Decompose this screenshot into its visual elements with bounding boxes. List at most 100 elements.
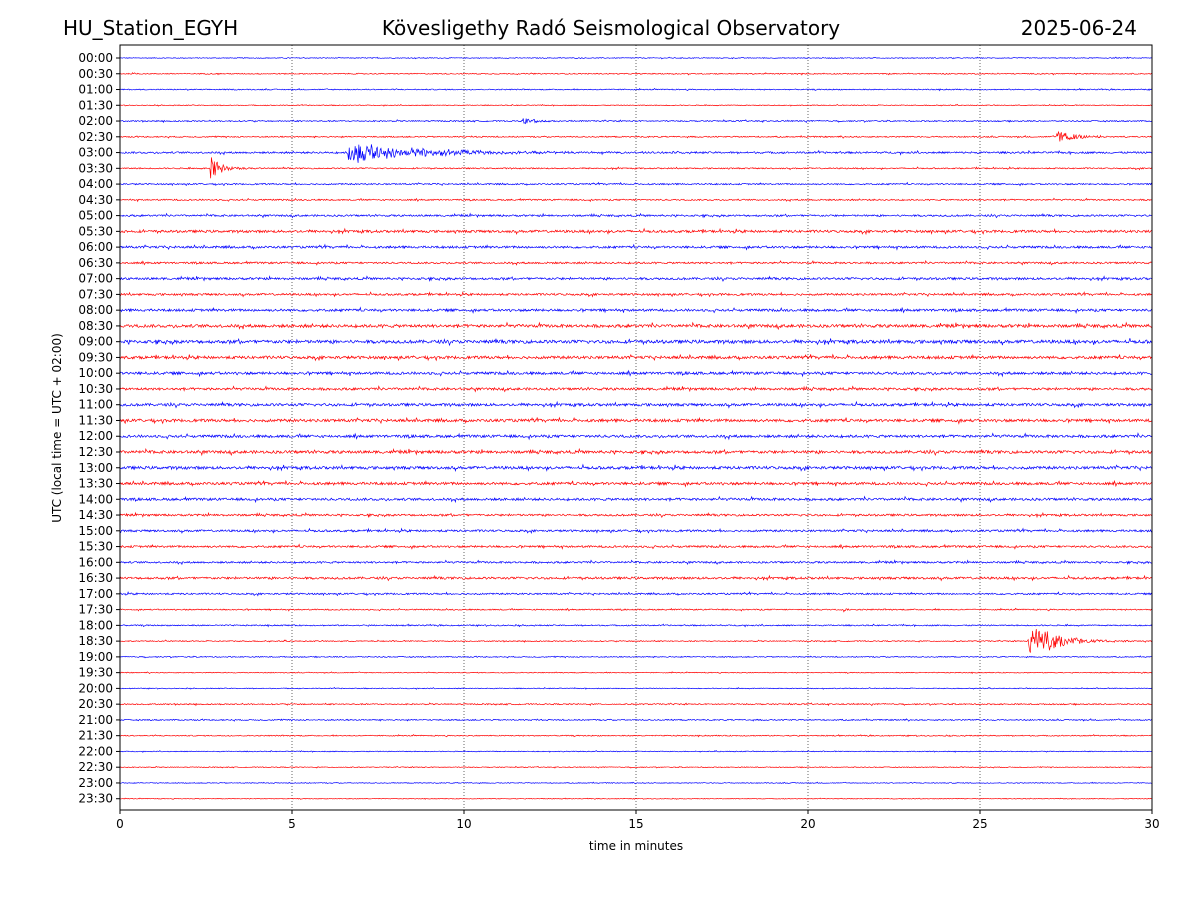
trace-line xyxy=(119,463,1153,473)
y-tick-label: 21:30 xyxy=(78,729,113,743)
trace-line xyxy=(119,338,1153,347)
y-tick-label: 13:00 xyxy=(78,461,113,475)
y-tick-label: 14:00 xyxy=(78,492,113,506)
y-tick-label: 13:30 xyxy=(78,477,113,491)
trace-line xyxy=(119,197,1153,203)
y-tick-label: 18:00 xyxy=(78,618,113,632)
y-tick-label: 11:30 xyxy=(78,413,113,427)
trace-line xyxy=(119,655,1153,659)
trace-line xyxy=(119,623,1153,628)
trace-line xyxy=(119,797,1153,800)
x-tick-label: 10 xyxy=(456,817,471,831)
trace-line xyxy=(119,321,1153,331)
trace-line xyxy=(119,260,1153,266)
trace-line xyxy=(119,479,1153,488)
trace-line xyxy=(119,671,1153,675)
trace-line xyxy=(119,130,1153,142)
y-tick-label: 04:00 xyxy=(78,177,113,191)
y-tick-label: 20:30 xyxy=(78,697,113,711)
y-tick-label: 22:30 xyxy=(78,760,113,774)
date-title: 2025-06-24 xyxy=(1021,16,1137,40)
trace-line xyxy=(119,734,1153,738)
trace-line xyxy=(120,103,1153,107)
y-tick-label: 20:00 xyxy=(78,681,113,695)
y-tick-label: 10:30 xyxy=(78,382,113,396)
y-tick-label: 04:30 xyxy=(78,193,113,207)
trace-line xyxy=(119,559,1153,566)
trace-line xyxy=(119,227,1153,236)
trace-line xyxy=(119,353,1153,362)
trace-line xyxy=(119,447,1153,457)
y-tick-label: 07:30 xyxy=(78,287,113,301)
y-tick-label: 19:30 xyxy=(78,666,113,680)
y-tick-label: 12:00 xyxy=(78,429,113,443)
y-tick-label: 10:00 xyxy=(78,366,113,380)
trace-line xyxy=(119,702,1152,707)
trace-line xyxy=(119,432,1153,441)
trace-line xyxy=(119,628,1153,653)
plot-frame xyxy=(119,44,1153,811)
y-tick-label: 09:30 xyxy=(78,350,113,364)
seismic-traces xyxy=(119,56,1153,800)
y-tick-label: 15:30 xyxy=(78,540,113,554)
y-tick-label: 03:30 xyxy=(78,161,113,175)
trace-line xyxy=(119,511,1153,519)
trace-line xyxy=(119,687,1153,690)
y-tick-label: 23:30 xyxy=(78,792,113,806)
y-tick-label: 21:00 xyxy=(78,713,113,727)
trace-line xyxy=(119,87,1153,92)
y-tick-label: 16:30 xyxy=(78,571,113,585)
y-tick-label: 17:00 xyxy=(78,587,113,601)
y-tick-label: 00:30 xyxy=(78,67,113,81)
y-tick-label: 02:00 xyxy=(78,114,113,128)
y-tick-label: 08:30 xyxy=(78,319,113,333)
trace-line xyxy=(119,543,1153,550)
y-tick-label: 19:00 xyxy=(78,650,113,664)
trace-line xyxy=(119,400,1153,409)
y-tick-label: 09:00 xyxy=(78,335,113,349)
x-tick-label: 0 xyxy=(116,817,124,831)
y-tick-label: 02:30 xyxy=(78,130,113,144)
trace-line xyxy=(119,527,1153,535)
y-tick-label: 03:00 xyxy=(78,146,113,160)
trace-line xyxy=(119,275,1153,282)
x-axis-label: time in minutes xyxy=(589,839,683,853)
trace-line xyxy=(119,72,1153,76)
trace-line xyxy=(119,118,1153,125)
trace-line xyxy=(119,212,1153,219)
y-tick-label: 01:30 xyxy=(78,98,113,112)
y-tick-label: 00:00 xyxy=(78,51,113,65)
y-tick-label: 05:00 xyxy=(78,209,113,223)
x-tick-label: 25 xyxy=(972,817,987,831)
trace-line xyxy=(119,607,1153,613)
y-tick-label: 05:30 xyxy=(78,224,113,238)
y-tick-label: 06:30 xyxy=(78,256,113,270)
y-tick-label: 23:00 xyxy=(78,776,113,790)
trace-line xyxy=(119,385,1153,393)
y-tick-label: 22:00 xyxy=(78,744,113,758)
y-tick-label: 06:00 xyxy=(78,240,113,254)
trace-line xyxy=(119,369,1153,378)
trace-line xyxy=(119,144,1153,163)
trace-line xyxy=(119,181,1153,187)
y-tick-label: 16:00 xyxy=(78,555,113,569)
trace-line xyxy=(119,765,1153,769)
y-tick-label: 01:00 xyxy=(78,83,113,97)
y-tick-label: 11:00 xyxy=(78,398,113,412)
x-tick-label: 5 xyxy=(288,817,296,831)
trace-line xyxy=(119,750,1153,753)
trace-line xyxy=(119,781,1153,785)
trace-line xyxy=(119,56,1153,60)
y-tick-label: 17:30 xyxy=(78,603,113,617)
x-tick-label: 15 xyxy=(628,817,643,831)
y-tick-label: 15:00 xyxy=(78,524,113,538)
trace-line xyxy=(119,291,1153,298)
x-tick-label: 30 xyxy=(1144,817,1159,831)
trace-line xyxy=(119,591,1153,597)
station-title: HU_Station_EGYH xyxy=(63,16,238,40)
trace-line xyxy=(119,243,1153,251)
x-tick-label: 20 xyxy=(800,817,815,831)
y-tick-label: 12:30 xyxy=(78,445,113,459)
